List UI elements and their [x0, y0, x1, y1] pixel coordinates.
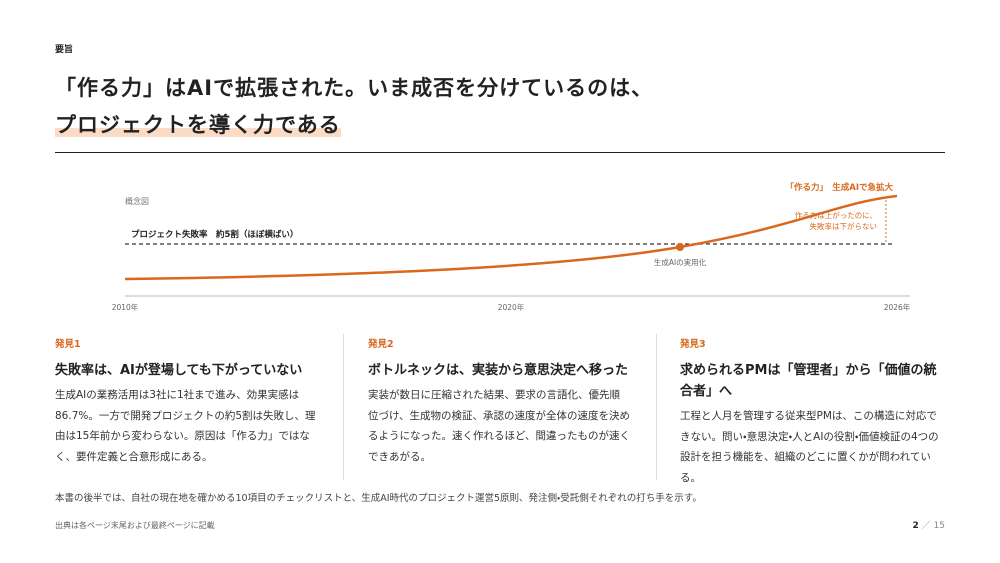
summary: 本書の後半では、自社の現在地を確かめる10項目のチェックリストと、生成AI時代の…: [55, 493, 702, 504]
note-line: 失敗率は下がらない: [810, 221, 878, 231]
capability-curve: [124, 194, 898, 281]
chart-label: 概念図: [125, 196, 149, 206]
year-label: 2010年: [112, 302, 139, 312]
divider: [343, 334, 344, 480]
finding-body: 実装が数日に圧縮された結果、要求の言語化、優先順位づけ、生成物の検証、承認の速度…: [368, 389, 630, 463]
page-current: 2: [912, 521, 919, 531]
finding-body: 生成AIの業務活用は3社に1社まで進み、効果実感は86.7%。一方で開発プロジェ…: [55, 389, 316, 463]
title-line: 「作る力」はAIで拡張された。いま成否を分けているのは、: [55, 76, 654, 100]
title-line: プロジェクトを導く力である: [55, 109, 341, 139]
finding-label: 発見2: [368, 339, 394, 350]
finding: 発見3 求められるPMは「管理者」から「価値の統合者」へ 工程と人月を管理する従…: [680, 336, 942, 488]
finding-label: 発見1: [55, 339, 81, 350]
page-total: 15: [933, 521, 945, 531]
rule: [55, 152, 945, 153]
finding: 発見2 ボトルネックは、実装から意思決定へ移った 実装が数日に圧縮された結果、要…: [368, 336, 630, 467]
milestone-dot: [676, 243, 684, 251]
finding-heading: ボトルネックは、実装から意思決定へ移った: [368, 363, 629, 378]
finding-body: 工程と人月を管理する従来型PMは、この構造に対応できない。問い・意思決定・人とA…: [680, 410, 939, 484]
finding-label: 発見3: [680, 339, 706, 350]
year-label: 2026年: [884, 302, 911, 312]
page-number: 2 ／ 15: [913, 518, 945, 531]
milestone-label: 生成AIの実用化: [654, 257, 707, 267]
finding-heading: 求められるPMは「管理者」から「価値の統合者」へ: [680, 363, 937, 399]
curve-legend: 「作る力」 生成AIで急拡大: [786, 182, 894, 193]
failure-label: プロジェクト失敗率 約5割（ほぼ横ばい）: [131, 229, 298, 240]
note-line: 作る力は上がったのに、: [795, 210, 877, 220]
source-note: 出典は各ページ末尾および最終ページに記載: [55, 521, 215, 530]
title-highlight: プロジェクトを導く力である: [55, 113, 341, 137]
page-separator: ／: [921, 521, 931, 531]
finding: 発見1 失敗率は、AIが登場しても下がっていない 生成AIの業務活用は3社に1社…: [55, 336, 317, 467]
section-label: 要旨: [55, 45, 74, 55]
year-label: 2020年: [498, 302, 525, 312]
finding-heading: 失敗率は、AIが登場しても下がっていない: [55, 363, 303, 378]
concept-chart: 概念図 プロジェクト失敗率 約5割（ほぼ横ばい） 生成AIの実用化 「作る力」 …: [112, 182, 911, 312]
divider: [656, 334, 657, 480]
